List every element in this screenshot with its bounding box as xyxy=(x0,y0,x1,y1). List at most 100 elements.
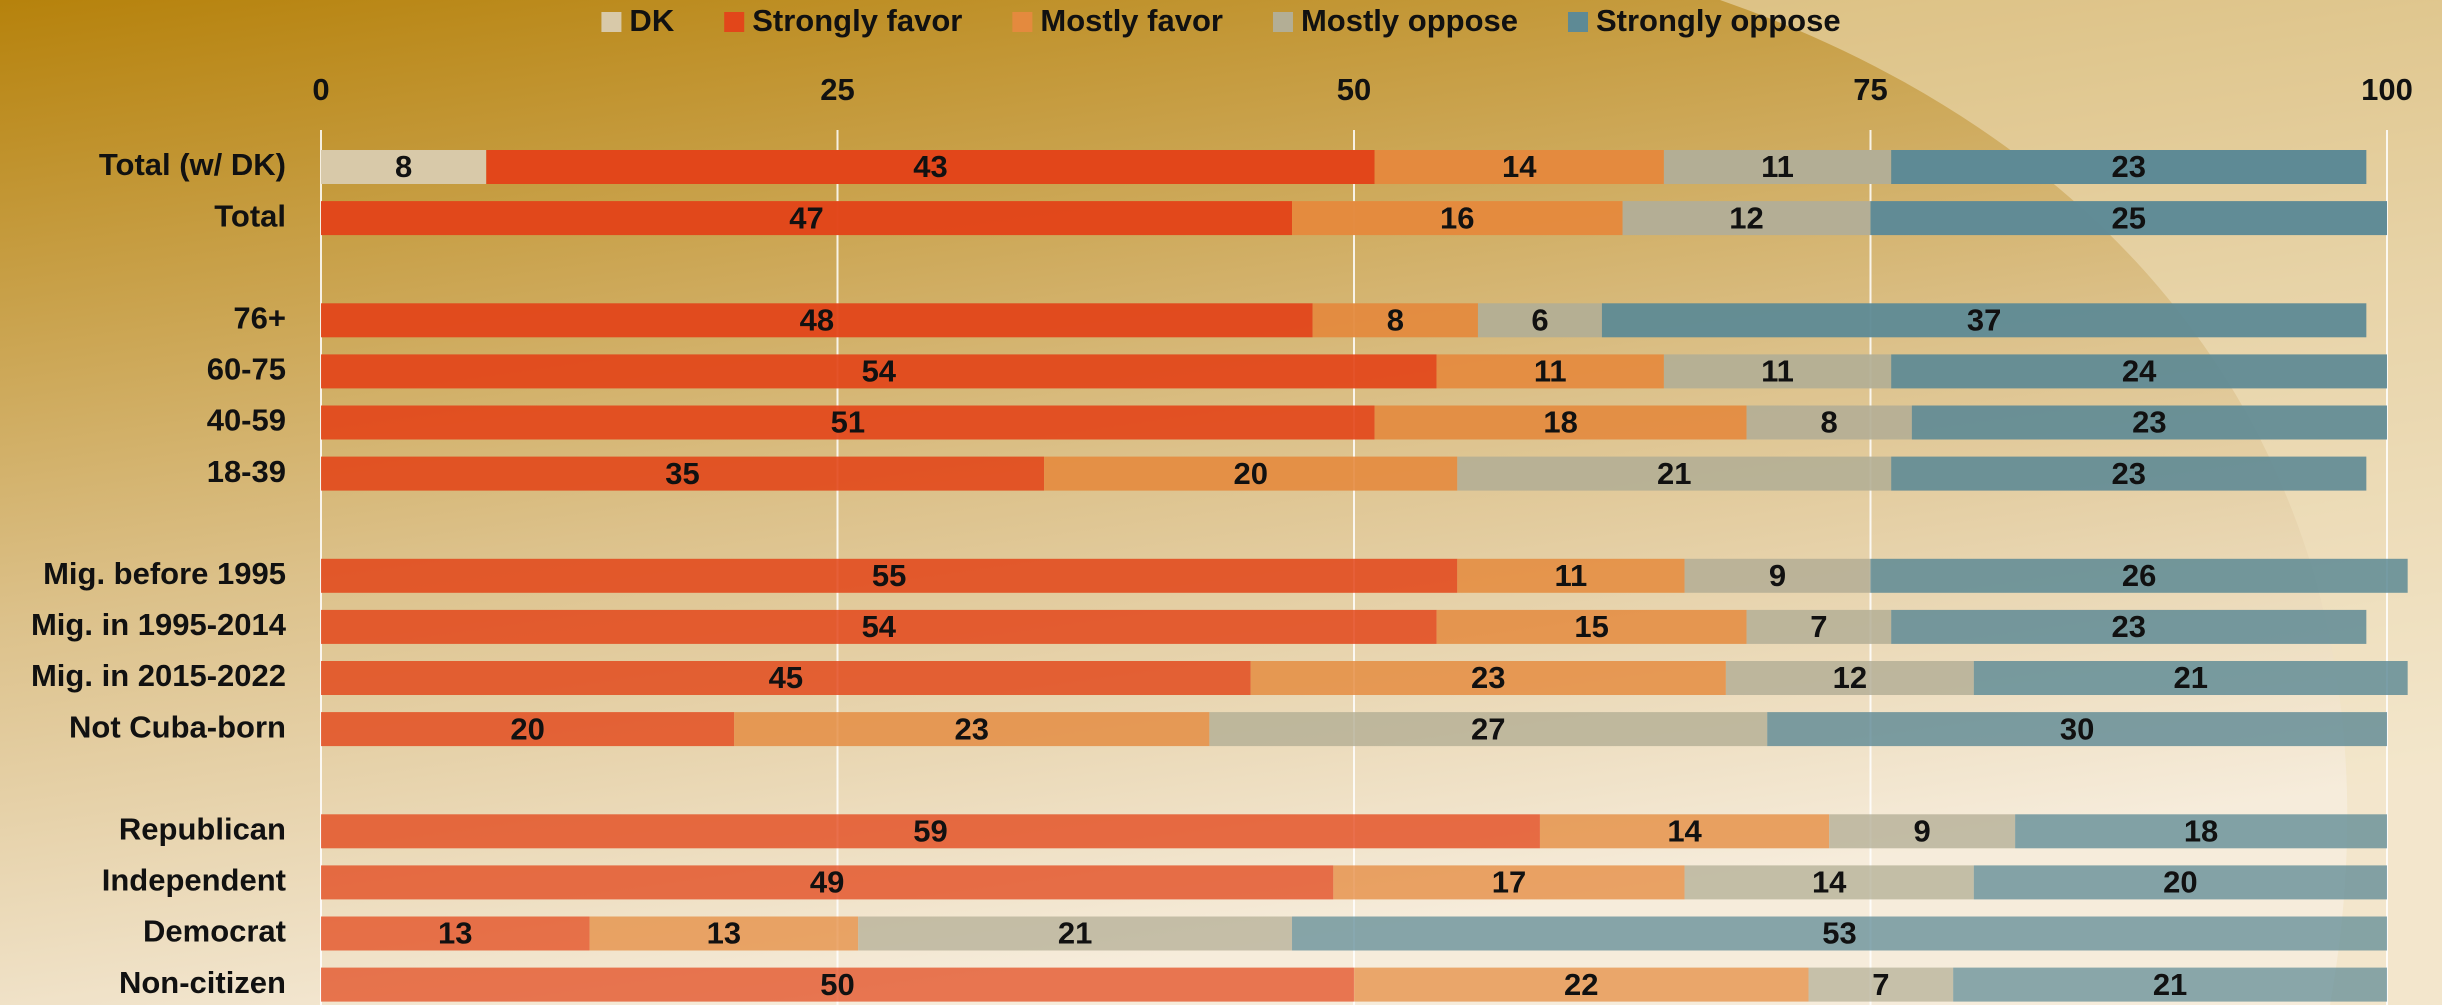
value-label: 14 xyxy=(1812,865,1847,900)
legend-label: DK xyxy=(629,3,674,38)
value-label: 49 xyxy=(810,865,844,900)
value-label: 8 xyxy=(1387,302,1404,337)
bar-segment xyxy=(1725,661,1974,695)
legend-swatch xyxy=(1272,12,1293,32)
value-label: 11 xyxy=(1555,558,1588,593)
value-label: 51 xyxy=(831,405,865,440)
value-label: 23 xyxy=(2112,456,2146,491)
bar-segment xyxy=(1250,661,1726,695)
value-label: 16 xyxy=(1440,200,1474,235)
value-label: 15 xyxy=(1574,609,1608,644)
bar-segment xyxy=(321,405,1375,440)
x-tick-label: 50 xyxy=(1337,72,1371,107)
legend-swatch xyxy=(724,12,745,32)
bar-segment xyxy=(321,558,1458,593)
bar-segment xyxy=(2015,814,2387,849)
x-tick-label: 100 xyxy=(2361,72,2413,107)
bar-segment xyxy=(1209,712,1768,747)
bar-segment xyxy=(321,609,1437,644)
bar-segment xyxy=(1374,150,1664,184)
legend-label: Strongly oppose xyxy=(1596,3,1841,38)
legend-label: Mostly favor xyxy=(1040,3,1223,38)
legend-label: Mostly oppose xyxy=(1301,3,1518,38)
x-tick-label: 25 xyxy=(820,72,854,107)
value-label: 7 xyxy=(1810,609,1827,644)
bar-segment xyxy=(321,303,1313,338)
bar-segment xyxy=(1746,405,1912,440)
value-label: 24 xyxy=(2122,354,2157,389)
value-label: 37 xyxy=(1967,302,2001,337)
x-tick-label: 0 xyxy=(312,72,329,107)
bar-segment xyxy=(1292,916,2387,951)
bar-segment xyxy=(1684,558,1871,593)
value-label: 17 xyxy=(1492,865,1526,900)
value-label: 20 xyxy=(2163,865,2197,900)
value-label: 11 xyxy=(1761,149,1794,184)
category-label: Total (w/ DK) xyxy=(99,147,286,182)
bar-segment xyxy=(1808,967,1954,1002)
bar-segment xyxy=(1973,865,2387,900)
bar-segment xyxy=(1436,609,1747,644)
bar-segment xyxy=(1333,865,1685,900)
value-label: 23 xyxy=(2112,609,2146,644)
value-label: 14 xyxy=(1667,813,1702,848)
x-tick-label: 75 xyxy=(1853,72,1887,107)
bar-segment xyxy=(1870,201,2387,236)
bar-segment xyxy=(1044,456,1458,491)
value-label: 47 xyxy=(789,200,823,235)
bar-segment xyxy=(321,661,1251,695)
value-label: 9 xyxy=(1769,558,1786,593)
bar-segment xyxy=(486,150,1375,184)
bar-segment xyxy=(1622,201,1871,236)
value-label: 21 xyxy=(1657,456,1691,491)
value-label: 55 xyxy=(872,558,906,593)
value-label: 50 xyxy=(820,967,854,1002)
bar-segment xyxy=(1891,150,2367,184)
value-label: 11 xyxy=(1534,354,1567,389)
category-label: Independent xyxy=(102,863,286,898)
category-label: Mig. before 1995 xyxy=(43,556,286,591)
value-label: 30 xyxy=(2060,711,2094,746)
category-label: Not Cuba-born xyxy=(69,709,286,744)
category-label: Mig. in 1995-2014 xyxy=(31,607,287,642)
value-label: 48 xyxy=(800,302,834,337)
value-label: 54 xyxy=(862,609,897,644)
bar-segment xyxy=(734,712,1210,747)
category-label: 40-59 xyxy=(207,403,286,438)
category-label: Total xyxy=(214,198,286,233)
bar-segment xyxy=(1292,201,1623,236)
category-label: 18-39 xyxy=(207,454,286,489)
bar-segment xyxy=(321,201,1293,236)
value-label: 13 xyxy=(707,916,741,951)
category-label: Non-citizen xyxy=(119,965,286,1000)
value-label: 54 xyxy=(862,354,897,389)
value-label: 35 xyxy=(665,456,699,491)
value-label: 20 xyxy=(510,711,544,746)
bar-segment xyxy=(589,916,859,951)
legend-swatch xyxy=(1012,12,1033,32)
bar-segment xyxy=(1891,354,2387,389)
bar-segment xyxy=(1973,661,2408,695)
value-label: 11 xyxy=(1761,354,1794,389)
legend-swatch xyxy=(601,12,622,32)
bar-segment xyxy=(1436,354,1664,389)
bar-segment xyxy=(321,150,487,184)
bar-segment xyxy=(321,456,1045,491)
value-label: 23 xyxy=(2112,149,2146,184)
bar-segment xyxy=(1354,967,1809,1002)
legend-swatch xyxy=(1567,12,1588,32)
category-label: 76+ xyxy=(233,300,286,335)
bar-segment xyxy=(1911,405,2387,440)
category-label: 60-75 xyxy=(207,352,286,387)
value-label: 26 xyxy=(2122,558,2156,593)
value-label: 22 xyxy=(1564,967,1598,1002)
value-label: 12 xyxy=(1729,200,1763,235)
bar-segment xyxy=(1746,609,1892,644)
value-label: 21 xyxy=(2173,660,2207,695)
value-label: 59 xyxy=(913,813,947,848)
value-label: 8 xyxy=(1821,405,1838,440)
bar-segment xyxy=(321,967,1354,1002)
category-label: Republican xyxy=(119,811,286,846)
value-label: 43 xyxy=(913,149,947,184)
bar-segment xyxy=(1684,865,1974,900)
